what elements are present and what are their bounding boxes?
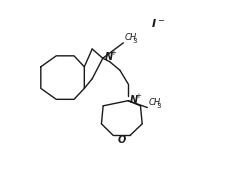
Text: I: I: [152, 19, 156, 29]
Text: −: −: [158, 16, 164, 25]
Text: N: N: [130, 95, 138, 105]
Text: CH: CH: [148, 98, 160, 107]
Text: +: +: [135, 93, 141, 99]
Text: CH: CH: [124, 33, 136, 42]
Text: O: O: [117, 135, 126, 145]
Text: 3: 3: [157, 103, 161, 109]
Text: +: +: [110, 50, 116, 56]
Text: 3: 3: [133, 38, 137, 44]
Text: N: N: [105, 52, 113, 62]
